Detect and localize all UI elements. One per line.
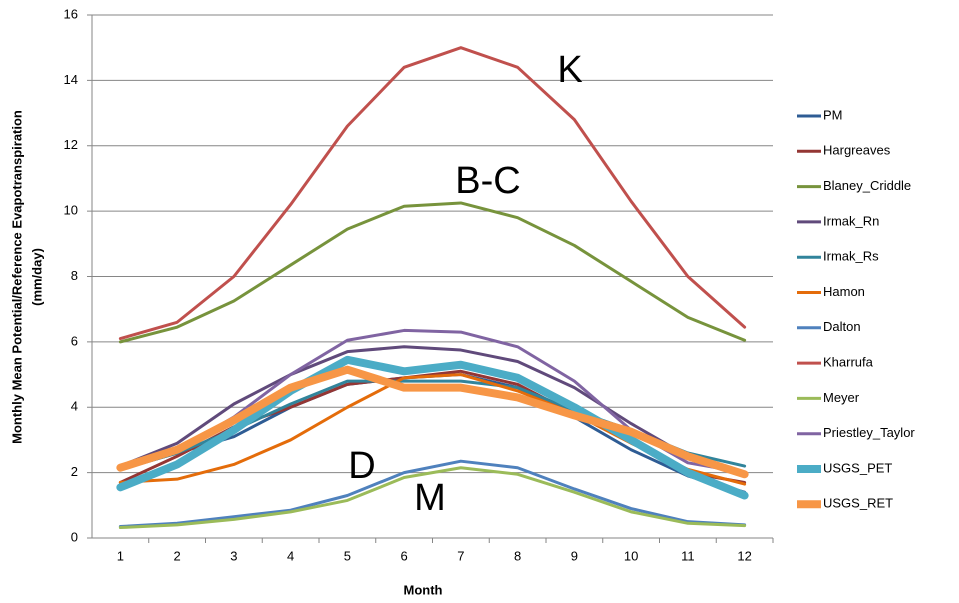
series-line: [118, 345, 747, 475]
y-tick-label: 12: [64, 137, 78, 152]
x-tick-label: 4: [287, 548, 294, 563]
legend-label: Blaney_Criddle: [823, 178, 911, 193]
x-tick-label: 2: [174, 548, 181, 563]
series-line: [118, 46, 747, 341]
x-tick-label: 8: [514, 548, 521, 563]
y-axis-label: Monthly Mean Potential/Reference Evapotr…: [9, 110, 24, 444]
legend-label: PM: [823, 107, 843, 122]
x-axis-label: Month: [404, 582, 443, 597]
y-tick-label: 4: [71, 399, 78, 414]
x-tick-label: 6: [401, 548, 408, 563]
y-tick-label: 16: [64, 6, 78, 21]
legend-label: Irmak_Rn: [823, 213, 879, 228]
legend-label: Dalton: [823, 319, 861, 334]
x-tick-label: 7: [457, 548, 464, 563]
series-line: [116, 355, 749, 500]
y-tick-label: 0: [71, 529, 78, 544]
legend-label: USGS_RET: [823, 496, 893, 511]
x-tick-label: 10: [624, 548, 638, 563]
y-tick-label: 6: [71, 333, 78, 348]
y-axis-label: (mm/day): [29, 248, 44, 306]
series-line: [118, 459, 747, 529]
annotation: B-C: [455, 160, 520, 202]
legend-label: Kharrufa: [823, 355, 874, 370]
y-tick-label: 2: [71, 464, 78, 479]
series-line: [118, 201, 747, 344]
legend-label: Hargreaves: [823, 143, 891, 158]
x-tick-label: 1: [117, 548, 124, 563]
legend-label: Irmak_Rs: [823, 249, 879, 264]
legend-label: Meyer: [823, 390, 860, 405]
x-tick-label: 5: [344, 548, 351, 563]
legend-label: Priestley_Taylor: [823, 425, 915, 440]
y-tick-label: 10: [64, 203, 78, 218]
x-tick-label: 11: [681, 548, 695, 563]
x-tick-label: 12: [737, 548, 751, 563]
series-line: [118, 379, 747, 471]
legend-label: Hamon: [823, 284, 865, 299]
annotation: M: [414, 477, 446, 519]
annotation: K: [557, 49, 582, 91]
annotation: D: [348, 445, 375, 487]
y-tick-label: 8: [71, 268, 78, 283]
legend-label: USGS_PET: [823, 460, 892, 475]
series-line: [118, 466, 747, 530]
x-tick-label: 9: [571, 548, 578, 563]
series-line: [116, 365, 749, 479]
x-tick-label: 3: [230, 548, 237, 563]
y-tick-label: 14: [64, 72, 78, 87]
